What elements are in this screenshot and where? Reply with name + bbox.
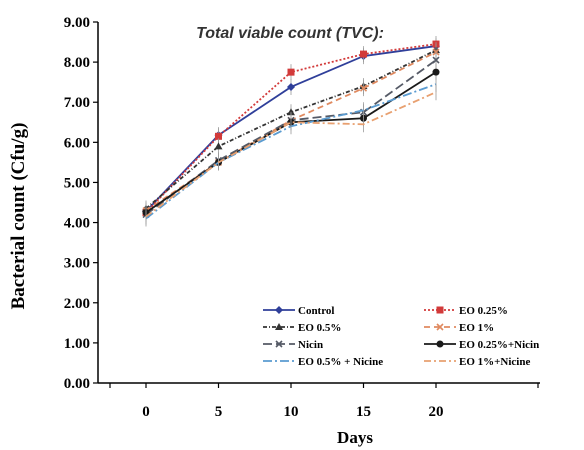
legend-item: EO 0.5% — [263, 322, 341, 334]
legend-item: EO 1% — [424, 322, 494, 334]
data-point — [432, 56, 440, 64]
legend-marker — [436, 323, 444, 331]
y-axis-title: Bacterial count (Cfu/g) — [8, 123, 29, 310]
x-axis-title: Days — [337, 428, 373, 447]
legend-item: EO 1%+Nicine — [424, 356, 530, 368]
data-point — [215, 132, 222, 140]
series-7 — [145, 84, 437, 225]
legend-item: EO 0.5% + Nicine — [263, 356, 383, 368]
data-point — [287, 68, 295, 76]
y-tick-label: 0.00 — [64, 376, 90, 392]
legend-marker — [436, 306, 444, 314]
legend: Control EO 0.25% EO 0.5% EO 1% Nicin EO 0.25%… — [263, 305, 539, 368]
legend-label: EO 0.5% — [298, 322, 341, 334]
y-tick-label: 3.00 — [64, 256, 90, 272]
series-line — [145, 49, 437, 210]
data-point — [214, 142, 223, 150]
legend-label: EO 0.25% — [459, 305, 508, 317]
x-tick-label: 0 — [142, 404, 150, 420]
data-point — [432, 68, 440, 76]
legend-marker — [275, 323, 283, 330]
data-point — [360, 50, 367, 58]
y-tick-label: 4.00 — [64, 216, 90, 232]
data-point — [287, 82, 295, 91]
y-tick-label: 5.00 — [64, 175, 90, 191]
legend-marker — [275, 306, 283, 314]
data-point — [359, 84, 368, 92]
legend-label: EO 0.25%+Nicin — [459, 339, 539, 351]
legend-marker — [436, 340, 444, 348]
legend-item: Nicin — [263, 339, 323, 351]
legend-label: EO 1%+Nicine — [459, 356, 530, 368]
chart-title: Total viable count (TVC): — [196, 25, 384, 42]
series-line — [145, 43, 437, 214]
x-tick-label: 20 — [429, 404, 444, 420]
y-tick-label: 9.00 — [64, 15, 90, 31]
legend-label: Nicin — [298, 339, 323, 351]
legend-item: Control — [263, 305, 334, 317]
legend-marker — [275, 340, 283, 348]
data-point — [287, 108, 295, 116]
y-tick-label: 7.00 — [64, 95, 90, 111]
legend-label: EO 0.5% + Nicine — [298, 356, 383, 368]
x-tick-label: 15 — [356, 404, 371, 420]
legend-label: EO 1% — [459, 322, 494, 334]
axes-layer: 0.00 1.00 2.00 3.00 4.00 5.00 6.00 7.00 8.00 9.00… — [64, 15, 540, 420]
series-layer — [142, 36, 440, 227]
legend-label: Control — [298, 305, 334, 317]
y-tick-label: 1.00 — [64, 336, 90, 352]
series-line — [145, 91, 437, 218]
y-tick-label: 6.00 — [64, 135, 90, 151]
x-tick-label: 10 — [284, 404, 299, 420]
legend-item: EO 0.25%+Nicin — [424, 339, 539, 351]
y-tick-label: 8.00 — [64, 55, 90, 71]
data-point — [432, 48, 440, 56]
legend-item: EO 0.25% — [424, 305, 508, 317]
x-tick-label: 5 — [215, 404, 223, 420]
y-tick-label: 2.00 — [64, 296, 90, 312]
